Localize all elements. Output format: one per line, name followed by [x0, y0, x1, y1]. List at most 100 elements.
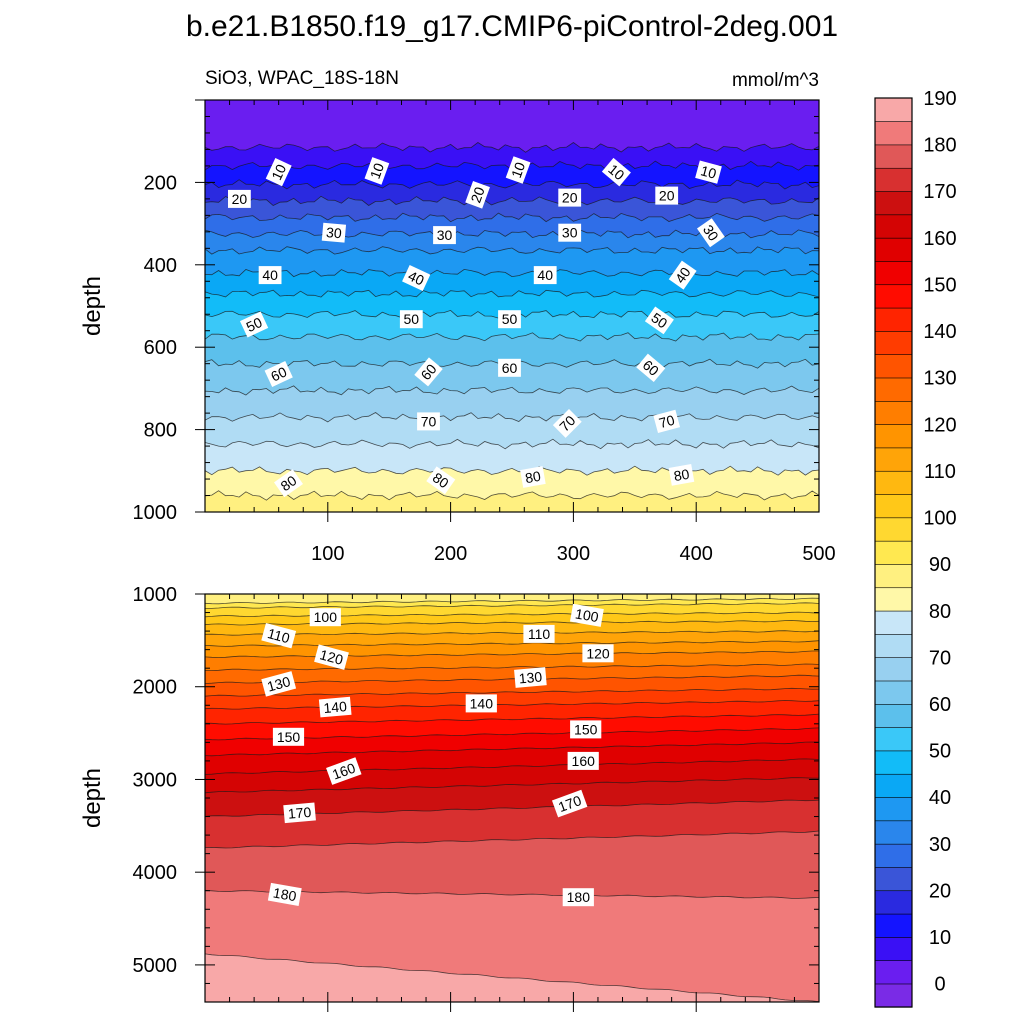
colorbar-box: [874, 307, 913, 332]
upper-contour-label-bg: [258, 266, 282, 285]
lower-contour-label-text: 160: [572, 753, 596, 769]
upper-contour-label: 60: [264, 361, 293, 387]
upper-contour-line-35: [205, 246, 819, 255]
colorbar-tick-label: 150: [923, 275, 956, 297]
upper-contour-label: 50: [239, 311, 269, 338]
upper-contour-label-bg: [465, 181, 490, 209]
colorbar-tick-label: 70: [929, 647, 951, 669]
lower-contour-label-text: 110: [528, 626, 551, 642]
colorbar-box: [874, 97, 913, 122]
upper-contour-label: 30: [696, 218, 725, 248]
colorbar-box: [874, 424, 913, 449]
upper-contour-line-40: [205, 268, 819, 278]
upper-contour-label: 40: [533, 266, 557, 285]
upper-contour-label: 30: [433, 226, 456, 245]
upper-contour-label-text: 30: [437, 227, 453, 243]
upper-contour-label-text: 40: [406, 267, 427, 288]
lower-contour-label: 170: [551, 789, 588, 818]
colorbar-tick-label: 170: [923, 181, 956, 203]
upper-contour-label: 20: [655, 186, 679, 205]
lower-contour-label: 100: [569, 603, 604, 627]
colorbar-tick-label: 20: [929, 881, 951, 903]
lower-contour-line-155: [205, 741, 819, 757]
upper-contour-labels: 10 10 10 10 10 20 20 20 20 30 30 30 30 40 40 40 40 50 50 50…: [228, 156, 725, 498]
upper-contour-label-bg: [321, 222, 347, 243]
lower-contour-label-bg: [314, 644, 349, 670]
lower-contour-label-bg: [272, 727, 305, 746]
upper-contour-label-bg: [228, 189, 251, 208]
colorbar-box: [874, 167, 913, 192]
upper-contour-label-text: 20: [467, 185, 487, 205]
lower-contour-label: 150: [272, 727, 305, 746]
lower-contour-label: 160: [567, 751, 599, 770]
colorbar-tick-label: 40: [929, 787, 951, 809]
upper-contour-label-bg: [520, 466, 546, 488]
upper-x-tick-label: 400: [680, 543, 713, 565]
lower-contour-line-115: [205, 640, 819, 647]
upper-y-tick-label: 200: [144, 172, 177, 194]
lower-contour-line-145: [205, 713, 819, 725]
upper-contour-label-bg: [505, 156, 531, 184]
upper-contour-label-bg: [417, 412, 440, 431]
upper-contour-label-text: 20: [562, 190, 578, 206]
upper-contour-label: 60: [414, 357, 443, 387]
upper-contour-line-20: [205, 195, 819, 206]
colorbar-box: [874, 190, 913, 216]
upper-contour-label-text: 80: [524, 468, 542, 486]
upper-contour-label-text: 20: [232, 191, 248, 207]
lower-contour-line-100: [205, 611, 819, 618]
lower-contour-label-text: 120: [318, 646, 345, 668]
upper-y-tick-label: 600: [144, 337, 177, 359]
upper-contour-label-bg: [414, 357, 443, 387]
colorbar-box: [874, 610, 913, 635]
colorbar-box: [874, 983, 913, 1008]
upper-contour-label: 60: [498, 358, 521, 377]
upper-contour-line-70: [205, 412, 819, 423]
colorbar-box: [874, 936, 913, 961]
lower-contour-label: 120: [582, 644, 614, 663]
upper-contour-label: 10: [695, 160, 722, 184]
lower-contour-label-text: 170: [556, 792, 584, 815]
lower-contour-line-130: [205, 674, 819, 684]
upper-contour-label-text: 60: [268, 363, 289, 384]
lower-contour-line-135: [205, 687, 819, 697]
upper-contour-label-text: 60: [502, 360, 518, 376]
colorbar-tick-label: 180: [923, 135, 956, 157]
lower-contour-line-175: [205, 830, 819, 849]
lower-axes: 1000 2000 3000 4000 5000: [133, 584, 819, 1012]
lower-contour-label-text: 140: [323, 698, 348, 716]
upper-contour-label-text: 10: [268, 161, 289, 182]
colorbar-tick-label: 50: [929, 741, 951, 763]
lower-contour-label-bg: [318, 696, 352, 718]
lower-y-tick-label: 2000: [133, 677, 178, 699]
upper-contour-line-5: [205, 142, 819, 153]
upper-contour-label-bg: [273, 469, 304, 498]
colorbar-box: [874, 284, 913, 309]
upper-contour-line-15: [205, 179, 819, 190]
upper-contour-label-text: 30: [562, 225, 578, 241]
lower-contour-label: 170: [283, 802, 316, 824]
lower-contour-label-text: 100: [314, 609, 338, 625]
lower-contour-label-text: 130: [518, 668, 543, 686]
subtitle-right: mmol/m^3: [732, 70, 819, 91]
lower-contour-label-bg: [562, 888, 594, 907]
colorbar-box: [874, 400, 913, 425]
lower-contour-line-180: [205, 889, 819, 899]
colorbar-box: [874, 890, 913, 915]
lower-y-tick-label: 4000: [133, 862, 178, 884]
upper-contour-label-text: 50: [404, 311, 420, 327]
lower-contour-label-bg: [283, 802, 316, 824]
colorbar-tick-label: 90: [929, 554, 951, 576]
upper-contour-label-bg: [644, 306, 674, 335]
lower-contour-label-text: 110: [266, 625, 292, 646]
upper-contour-label: 40: [668, 260, 697, 290]
colorbar-tick-label: 0: [934, 974, 945, 996]
colorbar-box: [874, 470, 913, 495]
subtitle-left: SiO3, WPAC_18S-18N: [205, 68, 399, 89]
lower-contour-label-bg: [326, 757, 362, 785]
lower-contour-label: 160: [326, 757, 362, 785]
colorbar-box: [874, 540, 913, 565]
upper-contour-label: 40: [258, 266, 282, 285]
lower-contour-label-bg: [514, 667, 547, 688]
upper-contour-line-25: [205, 212, 819, 223]
